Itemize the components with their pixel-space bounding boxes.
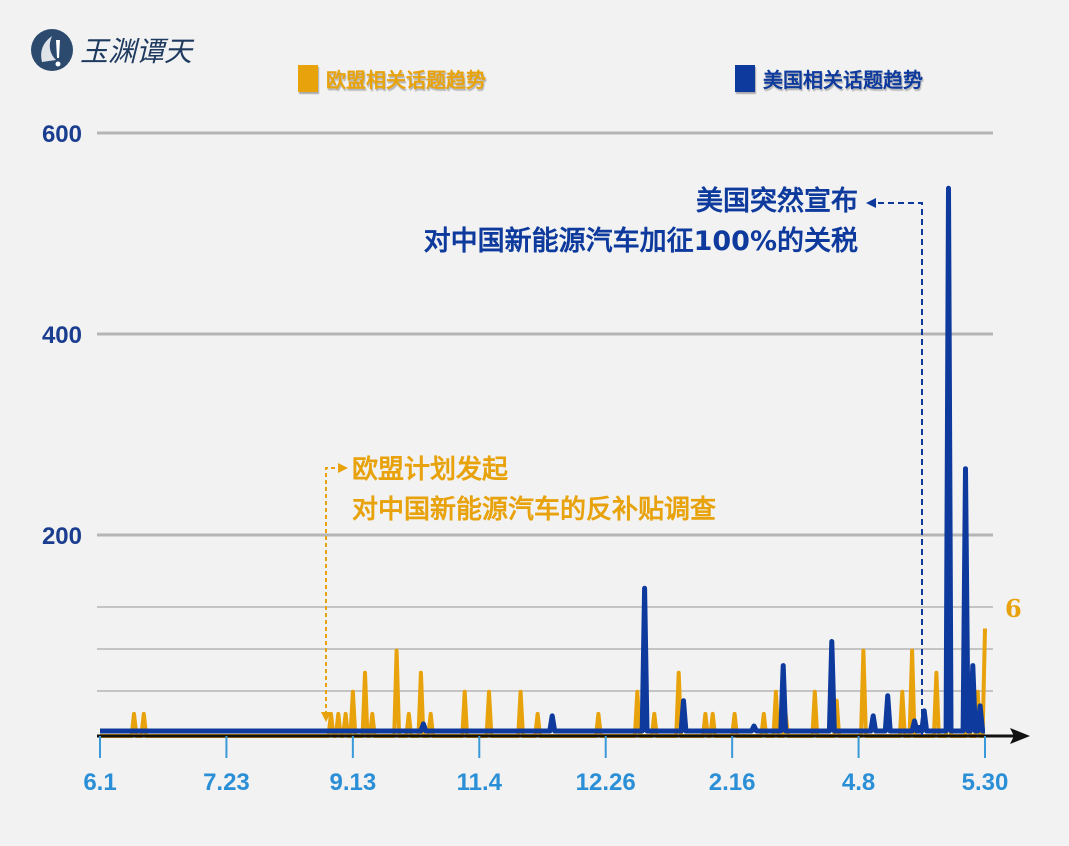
x-tick-label: 11.4 [457, 769, 503, 796]
x-tick-label: 9.13 [329, 769, 376, 796]
y-tick-label: 400 [42, 322, 82, 349]
logo-text: 玉渊谭天 [80, 35, 193, 68]
annotation-text-eu: 对中国新能源汽车的反补贴调查 [352, 494, 716, 525]
annotation-arrow-eu-down-icon [321, 712, 331, 722]
legend-label-us: 美国相关话题趋势 [763, 68, 923, 92]
x-tick-label: 2.16 [709, 769, 756, 796]
logo: 玉渊谭天 [30, 26, 192, 74]
annotation-leader-us [872, 202, 923, 735]
annotation-text-us: 对中国新能源汽车加征100%的关税 [424, 225, 858, 257]
series-line-us [99, 185, 986, 734]
legend-swatch-eu [298, 65, 318, 92]
x-tick-label: 5.30 [962, 769, 1009, 796]
annotation-arrow-eu-icon [338, 463, 348, 473]
legend-label-eu: 欧盟相关话题趋势 [326, 68, 486, 92]
y-tick-label: 200 [42, 523, 82, 550]
annotation-leader-eu [325, 467, 340, 715]
right-label: 6 [1005, 594, 1022, 623]
x-axis-arrow-icon [1010, 728, 1030, 744]
x-tick-label: 12.26 [576, 769, 636, 796]
annotation-arrow-us-icon [866, 198, 876, 208]
annotation-arrow-us-down-icon [917, 725, 927, 735]
legend-us: 美国相关话题趋势 [735, 64, 923, 93]
series-line-eu [100, 626, 987, 738]
annotation-text-eu: 欧盟计划发起 [352, 454, 509, 485]
legend-swatch-us [735, 65, 755, 92]
x-tick-label: 6.1 [83, 769, 116, 796]
logo-emblem-icon [31, 29, 73, 71]
x-tick-label: 4.8 [842, 769, 875, 796]
x-tick-label: 7.23 [203, 769, 250, 796]
y-tick-label: 600 [42, 121, 82, 148]
annotation-text-us: 美国突然宣布 [696, 185, 858, 217]
legend-eu: 欧盟相关话题趋势 [298, 64, 486, 93]
